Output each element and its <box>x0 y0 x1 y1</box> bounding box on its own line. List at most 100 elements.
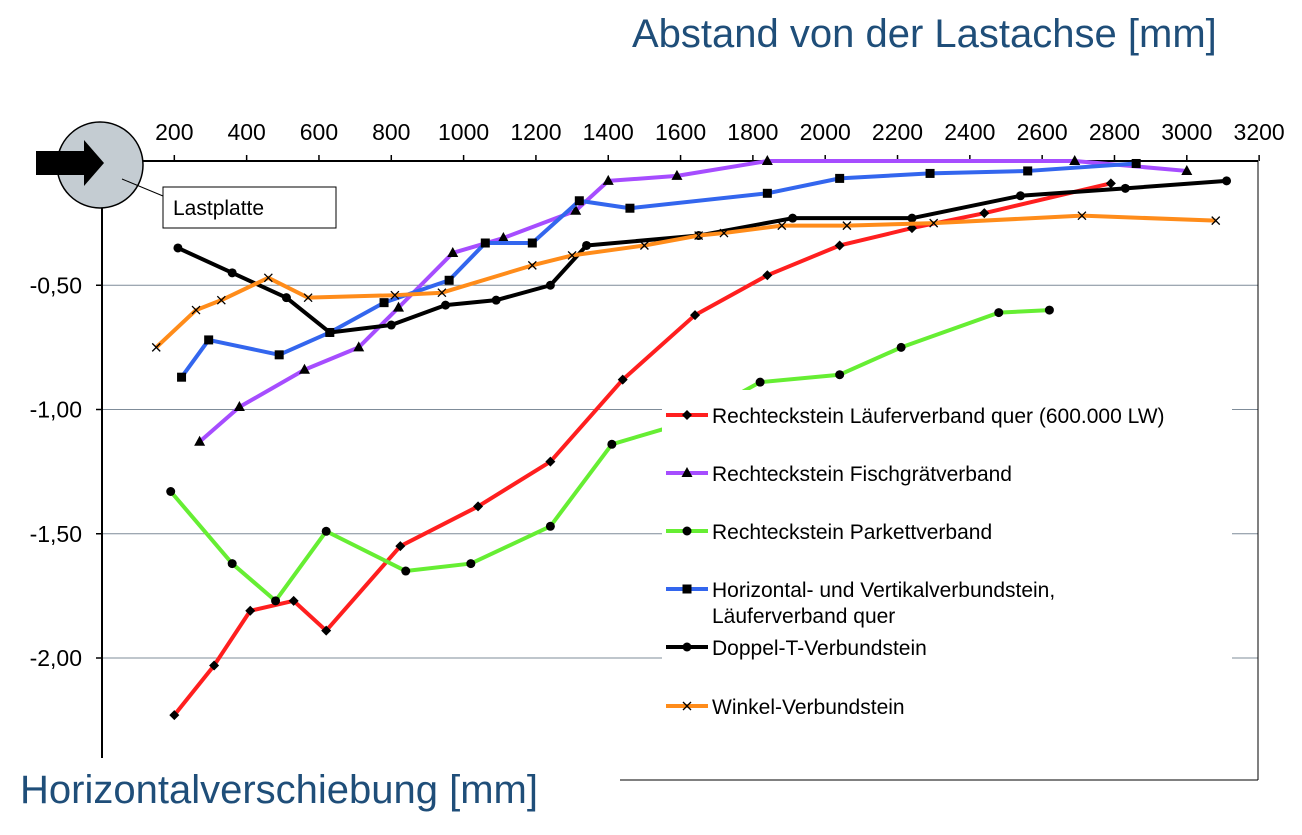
x-marker <box>151 342 161 352</box>
circle-marker <box>271 596 281 606</box>
x-tick-label: 1000 <box>438 119 489 145</box>
series-4 <box>177 158 1141 382</box>
legend-label: Rechteckstein Läuferverband quer (600.00… <box>712 405 1165 428</box>
x-marker <box>682 701 692 711</box>
circle-marker <box>321 526 331 536</box>
annotation-box <box>162 186 337 229</box>
legend-item: Winkel-Verbundstein <box>666 696 905 719</box>
x-tick-label: 200 <box>155 119 193 145</box>
triangle-marker <box>761 155 773 165</box>
diamond-marker <box>245 605 256 616</box>
x-marker <box>639 241 649 250</box>
legend-item: Doppel-T-Verbundstein <box>666 637 927 660</box>
series-6 <box>151 211 1221 352</box>
square-marker <box>204 335 214 345</box>
circle-marker <box>491 295 501 305</box>
square-marker <box>480 238 490 248</box>
x-tick-label: 3200 <box>1234 119 1285 145</box>
circle-marker <box>607 439 617 449</box>
triangle-marker <box>1069 155 1081 165</box>
x-marker <box>1077 211 1087 221</box>
x-tick-label: 1400 <box>583 119 634 145</box>
series-2 <box>194 155 1193 446</box>
x-marker <box>1211 216 1221 226</box>
triangle-marker <box>233 401 245 412</box>
circle-marker <box>466 559 476 569</box>
circle-marker <box>166 487 176 497</box>
diamond-marker <box>473 501 484 512</box>
diamond-marker <box>979 208 990 219</box>
annotation-label: Lastplatte <box>173 197 264 220</box>
circle-marker <box>582 240 592 250</box>
x-marker <box>437 288 447 298</box>
legend-background <box>662 390 1232 730</box>
circle-marker <box>835 370 845 380</box>
x-marker <box>694 231 704 241</box>
square-marker <box>177 372 187 382</box>
x-tick-label: 2200 <box>872 119 923 145</box>
x-tick-label: 1800 <box>727 119 778 145</box>
legend-label: Doppel-T-Verbundstein <box>712 637 927 660</box>
triangle-marker <box>393 301 405 312</box>
triangle-marker <box>194 435 206 446</box>
x-tick-label: 1200 <box>510 119 561 145</box>
circle-marker <box>386 320 396 330</box>
circle-marker <box>682 526 692 536</box>
series-line <box>169 308 1050 603</box>
legend-label: Rechteckstein Fischgrätverband <box>712 463 1012 486</box>
diamond-marker <box>545 456 556 467</box>
square-marker <box>444 275 454 285</box>
square-marker <box>1131 158 1141 168</box>
x-marker <box>777 221 787 231</box>
x-tick-label: 3000 <box>1161 119 1212 145</box>
legend: Rechteckstein Läuferverband quer (600.00… <box>662 390 1232 730</box>
x-tick-label: 2800 <box>1089 119 1140 145</box>
arrow-icon <box>36 140 104 186</box>
x-tick-label: 1600 <box>655 119 706 145</box>
series-5 <box>173 176 1232 337</box>
triangle-marker <box>447 246 459 257</box>
diamond-marker <box>834 240 845 251</box>
x-tick-label: 400 <box>227 119 265 145</box>
diamond-marker <box>321 625 332 636</box>
diamond-marker <box>682 410 692 420</box>
circle-marker <box>173 243 183 253</box>
page-title: Abstand von der Lastachse [mm] <box>632 12 1217 56</box>
circle-marker <box>441 300 451 310</box>
circle-marker <box>545 521 555 531</box>
triangle-marker <box>570 204 582 215</box>
x-marker <box>216 295 226 305</box>
y-tick-label: -1,50 <box>30 521 82 547</box>
circle-marker <box>682 642 692 652</box>
legend-item: Rechteckstein Läuferverband quer (600.00… <box>666 405 1165 428</box>
diamond-marker <box>169 710 180 721</box>
diamond-marker <box>617 374 628 385</box>
x-marker <box>263 273 273 283</box>
triangle-marker <box>671 169 683 180</box>
x-marker <box>567 250 577 260</box>
circle-marker <box>227 268 237 278</box>
x-marker <box>390 290 400 300</box>
x-marker <box>929 218 939 228</box>
diamond-marker <box>288 595 299 606</box>
x-marker <box>719 228 729 238</box>
triangle-marker <box>298 363 310 374</box>
circle-marker <box>896 342 906 352</box>
circle-marker <box>907 213 917 223</box>
x-marker <box>191 305 201 315</box>
square-marker <box>379 298 389 308</box>
legend-label: Winkel-Verbundstein <box>712 696 905 719</box>
legend-item: Rechteckstein Parkettverband <box>666 521 992 544</box>
triangle-marker <box>681 467 693 477</box>
circle-marker <box>545 280 555 290</box>
x-tick-label: 800 <box>372 119 410 145</box>
series-3 <box>166 305 1054 606</box>
annotation-leader <box>121 178 164 197</box>
circle-marker <box>1015 191 1025 201</box>
triangle-marker <box>497 232 509 243</box>
y-tick-label: -2,00 <box>30 645 82 671</box>
triangle-marker <box>353 341 365 352</box>
square-marker <box>762 188 772 198</box>
diamond-marker <box>762 270 773 281</box>
